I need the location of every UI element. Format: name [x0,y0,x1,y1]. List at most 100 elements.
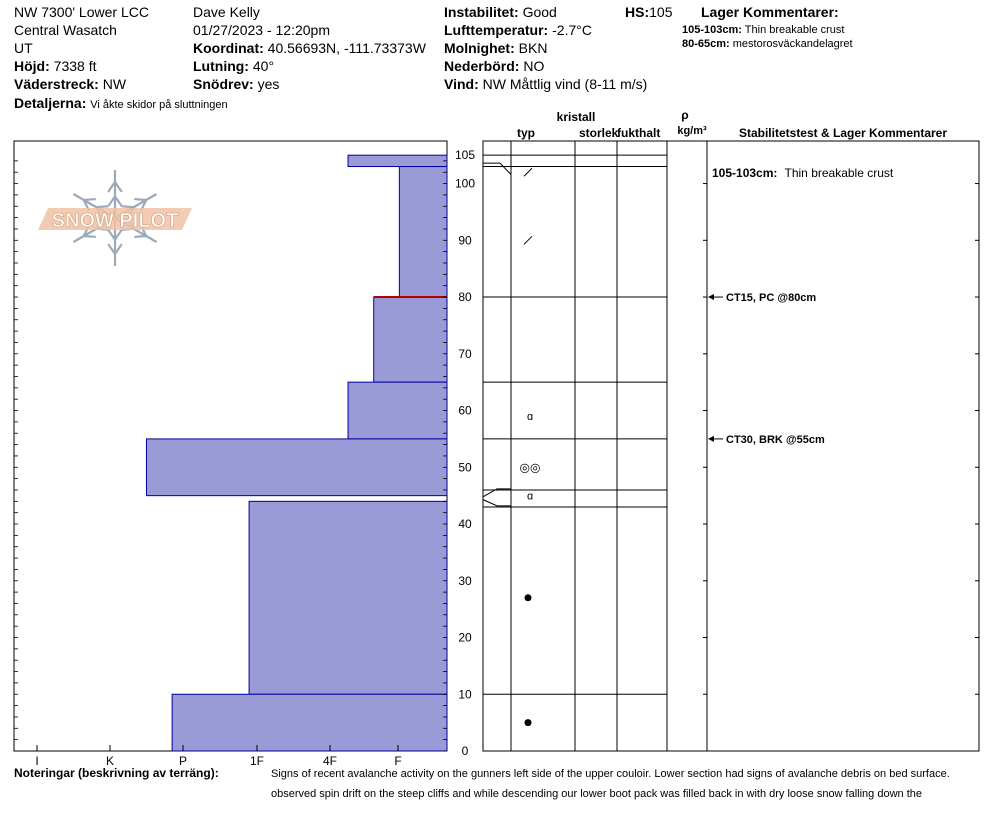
profile-frame [482,140,980,752]
hardness-layer-7 [171,693,448,752]
depth-label-10: 10 [458,687,472,701]
hardness-label-F: F [394,754,401,768]
depth-label-50: 50 [458,460,472,474]
stability-test-2: CT30, BRK @55cm [726,434,825,446]
state: UT [14,40,33,56]
precip-label: Nederbörd: [444,58,520,74]
stability-value: Good [522,4,557,20]
hardness-axis: I K P 1F 4F F [14,160,447,768]
hardness-label-1F: 1F [250,754,264,768]
hardness-layer-1 [347,154,448,168]
hardness-layer-5 [145,438,448,497]
sky: Molnighet: BKN [444,39,547,57]
chart-comment: 105-103cm: Thin breakable crust [712,166,894,180]
notes: Noteringar (beskrivning av terräng): [14,766,219,780]
depth-label-90: 90 [458,233,472,247]
depth-label-40: 40 [458,517,472,531]
range: Central Wasatch [14,22,117,38]
logo-text: SNOW PILOT [52,210,179,232]
coordinates: Koordinat: 40.56693N, -111.73373W [193,39,426,57]
location: NW 7300' Lower LCC [14,4,149,20]
details: Detaljerna: Vi åkte skidor på sluttninge… [14,94,228,112]
stability: Instabilitet: Good [444,3,557,21]
hardness-label-P: P [179,754,187,768]
notes-line-1: Signs of recent avalanche activity on th… [271,768,950,780]
elevation-value: 7338 ft [53,58,97,74]
col-rho: ρ [681,108,688,122]
layer-comments-title: Lager Kommentarer: [701,4,839,20]
aspect: Väderstreck: NW [14,75,126,93]
depth-label-105: 105 [455,148,475,162]
wind: Vind: NW Måttlig vind (8-11 m/s) [444,75,647,93]
slope-label: Lutning: [193,58,249,74]
depth-label-30: 30 [458,574,472,588]
hs: HS:105 [625,3,672,21]
crystal-mark-1 [523,167,533,177]
crystal-mark-4: ◎◎ [520,460,541,474]
observer: Dave Kelly [193,4,260,20]
profile-columns [510,141,708,751]
depth-label-100: 100 [455,177,475,191]
airtemp-label: Lufttemperatur: [444,22,549,38]
drift-value: yes [257,76,280,92]
drift-label: Snödrev: [193,76,254,92]
crystal-marks: ɑ ◎◎ ɑ [520,167,541,727]
hs-value: 105 [649,4,673,20]
col-type: typ [517,126,535,140]
notes-label: Noteringar (beskrivning av terräng): [14,766,219,780]
precip-value: NO [523,58,545,74]
precip: Nederbörd: NO [444,57,544,75]
datetime: 01/27/2023 - 12:20pm [193,22,330,38]
slope-value: 40° [252,58,275,74]
wind-label: Vind: [444,76,479,92]
crystal-mark-2 [523,235,533,245]
crystal-mark-3: ɑ [527,411,533,423]
elevation-label: Höjd: [14,58,50,74]
col-moisture: fukthalt [617,126,660,140]
crystal-mark-7 [524,719,532,727]
hs-label: HS: [625,4,650,20]
layer-comment-1: 105-103cm: Thin breakable crust [682,24,845,36]
snowpilot-logo: SNOW PILOT [38,170,192,266]
col-crystal: kristall [557,110,596,124]
hardness-layer-2 [398,166,448,298]
slope: Lutning: 40° [193,57,274,75]
hardness-layer-4 [347,381,448,440]
depth-label-60: 60 [458,404,472,418]
aspect-value: NW [102,76,127,92]
col-size: storlek [579,126,619,140]
depth-label-80: 80 [458,290,472,304]
hardness-label-4F: 4F [323,754,337,768]
layer-boundaries [482,154,667,695]
col-density-unit: kg/m³ [677,125,707,137]
elevation: Höjd: 7338 ft [14,57,96,75]
col-stability: Stabilitetstest & Lager Kommentarer [739,126,947,140]
hardness-layer-3 [373,296,448,383]
depth-label-20: 20 [458,631,472,645]
hardness-label-K: K [106,754,114,768]
stability-test-1: CT15, PC @80cm [726,292,816,304]
coord-value: 40.56693N, -111.73373W [267,40,426,56]
depth-label-70: 70 [458,347,472,361]
aspect-label: Väderstreck: [14,76,99,92]
notes-line-2: observed spin drift on the steep cliffs … [271,788,922,800]
layer-comment-2: 80-65cm: mestorosväckandelagret [682,38,853,50]
sky-value: BKN [518,40,548,56]
hardness-label-I: I [35,754,38,768]
stability-label: Instabilitet: [444,4,519,20]
wind-value: NW Måttlig vind (8-11 m/s) [482,76,648,92]
coord-label: Koordinat: [193,40,264,56]
details-label: Detaljerna: [14,95,87,111]
airtemp-value: -2.7°C [552,22,592,38]
airtemp: Lufttemperatur: -2.7°C [444,21,592,39]
crystal-mark-6 [524,594,532,602]
sky-label: Molnighet: [444,40,515,56]
crystal-mark-5: ɑ [527,491,533,503]
depth-label-0: 0 [462,744,469,758]
stability-tests: CT15, PC @80cm CT30, BRK @55cm [708,292,825,446]
hardness-bars [145,154,448,752]
details-value: Vi åkte skidor på sluttningen [90,99,228,111]
drift: Snödrev: yes [193,75,279,93]
hardness-layer-6 [248,500,448,695]
